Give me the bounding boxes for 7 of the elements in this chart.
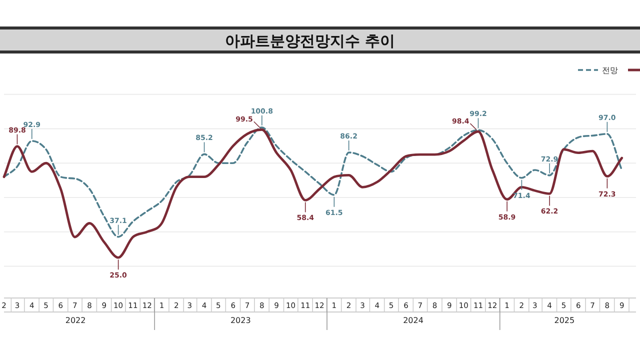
text: 2024 [403, 316, 424, 325]
legend-label: 전망 [602, 66, 618, 75]
text: 2023 [230, 316, 251, 325]
chart-title: 아파트분양전망지수 추이 [224, 32, 396, 50]
text: 2025 [554, 316, 575, 325]
legend: 전망 [578, 66, 640, 75]
text: 2022 [65, 316, 86, 325]
